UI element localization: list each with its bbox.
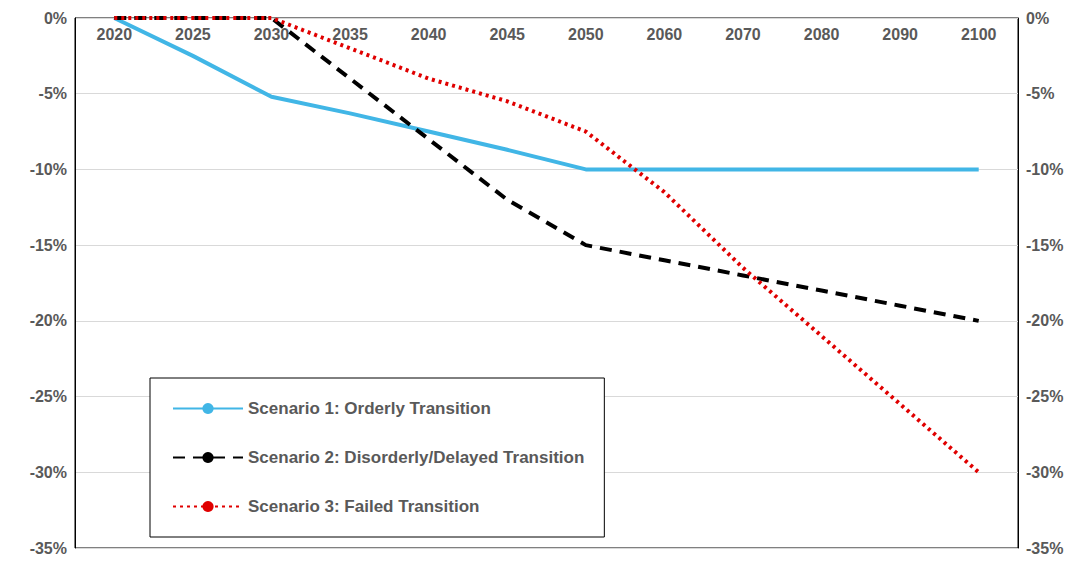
svg-text:-20%: -20%	[1026, 312, 1063, 329]
svg-text:Scenario 3: Failed Transition: Scenario 3: Failed Transition	[248, 497, 479, 516]
svg-text:2025: 2025	[175, 26, 211, 43]
svg-text:-15%: -15%	[30, 237, 67, 254]
svg-text:-5%: -5%	[1026, 85, 1054, 102]
svg-text:2090: 2090	[882, 26, 918, 43]
svg-text:-20%: -20%	[30, 312, 67, 329]
svg-text:2100: 2100	[961, 26, 997, 43]
svg-text:-25%: -25%	[1026, 388, 1063, 405]
svg-text:Scenario 1: Orderly Transition: Scenario 1: Orderly Transition	[248, 399, 491, 418]
svg-text:2040: 2040	[411, 26, 447, 43]
svg-text:-15%: -15%	[1026, 237, 1063, 254]
svg-text:2060: 2060	[647, 26, 683, 43]
svg-text:-5%: -5%	[39, 85, 67, 102]
svg-text:-30%: -30%	[1026, 464, 1063, 481]
svg-text:2030: 2030	[254, 26, 290, 43]
svg-text:-10%: -10%	[30, 161, 67, 178]
svg-text:Scenario 2: Disorderly/Delayed: Scenario 2: Disorderly/Delayed Transitio…	[248, 448, 584, 467]
svg-text:-25%: -25%	[30, 388, 67, 405]
svg-text:-35%: -35%	[1026, 540, 1063, 557]
svg-text:2050: 2050	[568, 26, 604, 43]
svg-text:2080: 2080	[804, 26, 840, 43]
svg-text:-30%: -30%	[30, 464, 67, 481]
svg-text:0%: 0%	[1026, 10, 1049, 27]
svg-text:2070: 2070	[725, 26, 761, 43]
svg-text:2035: 2035	[332, 26, 368, 43]
svg-text:-35%: -35%	[30, 540, 67, 557]
svg-text:-10%: -10%	[1026, 161, 1063, 178]
svg-text:0%: 0%	[44, 10, 67, 27]
svg-text:2045: 2045	[489, 26, 525, 43]
svg-text:2020: 2020	[96, 26, 132, 43]
